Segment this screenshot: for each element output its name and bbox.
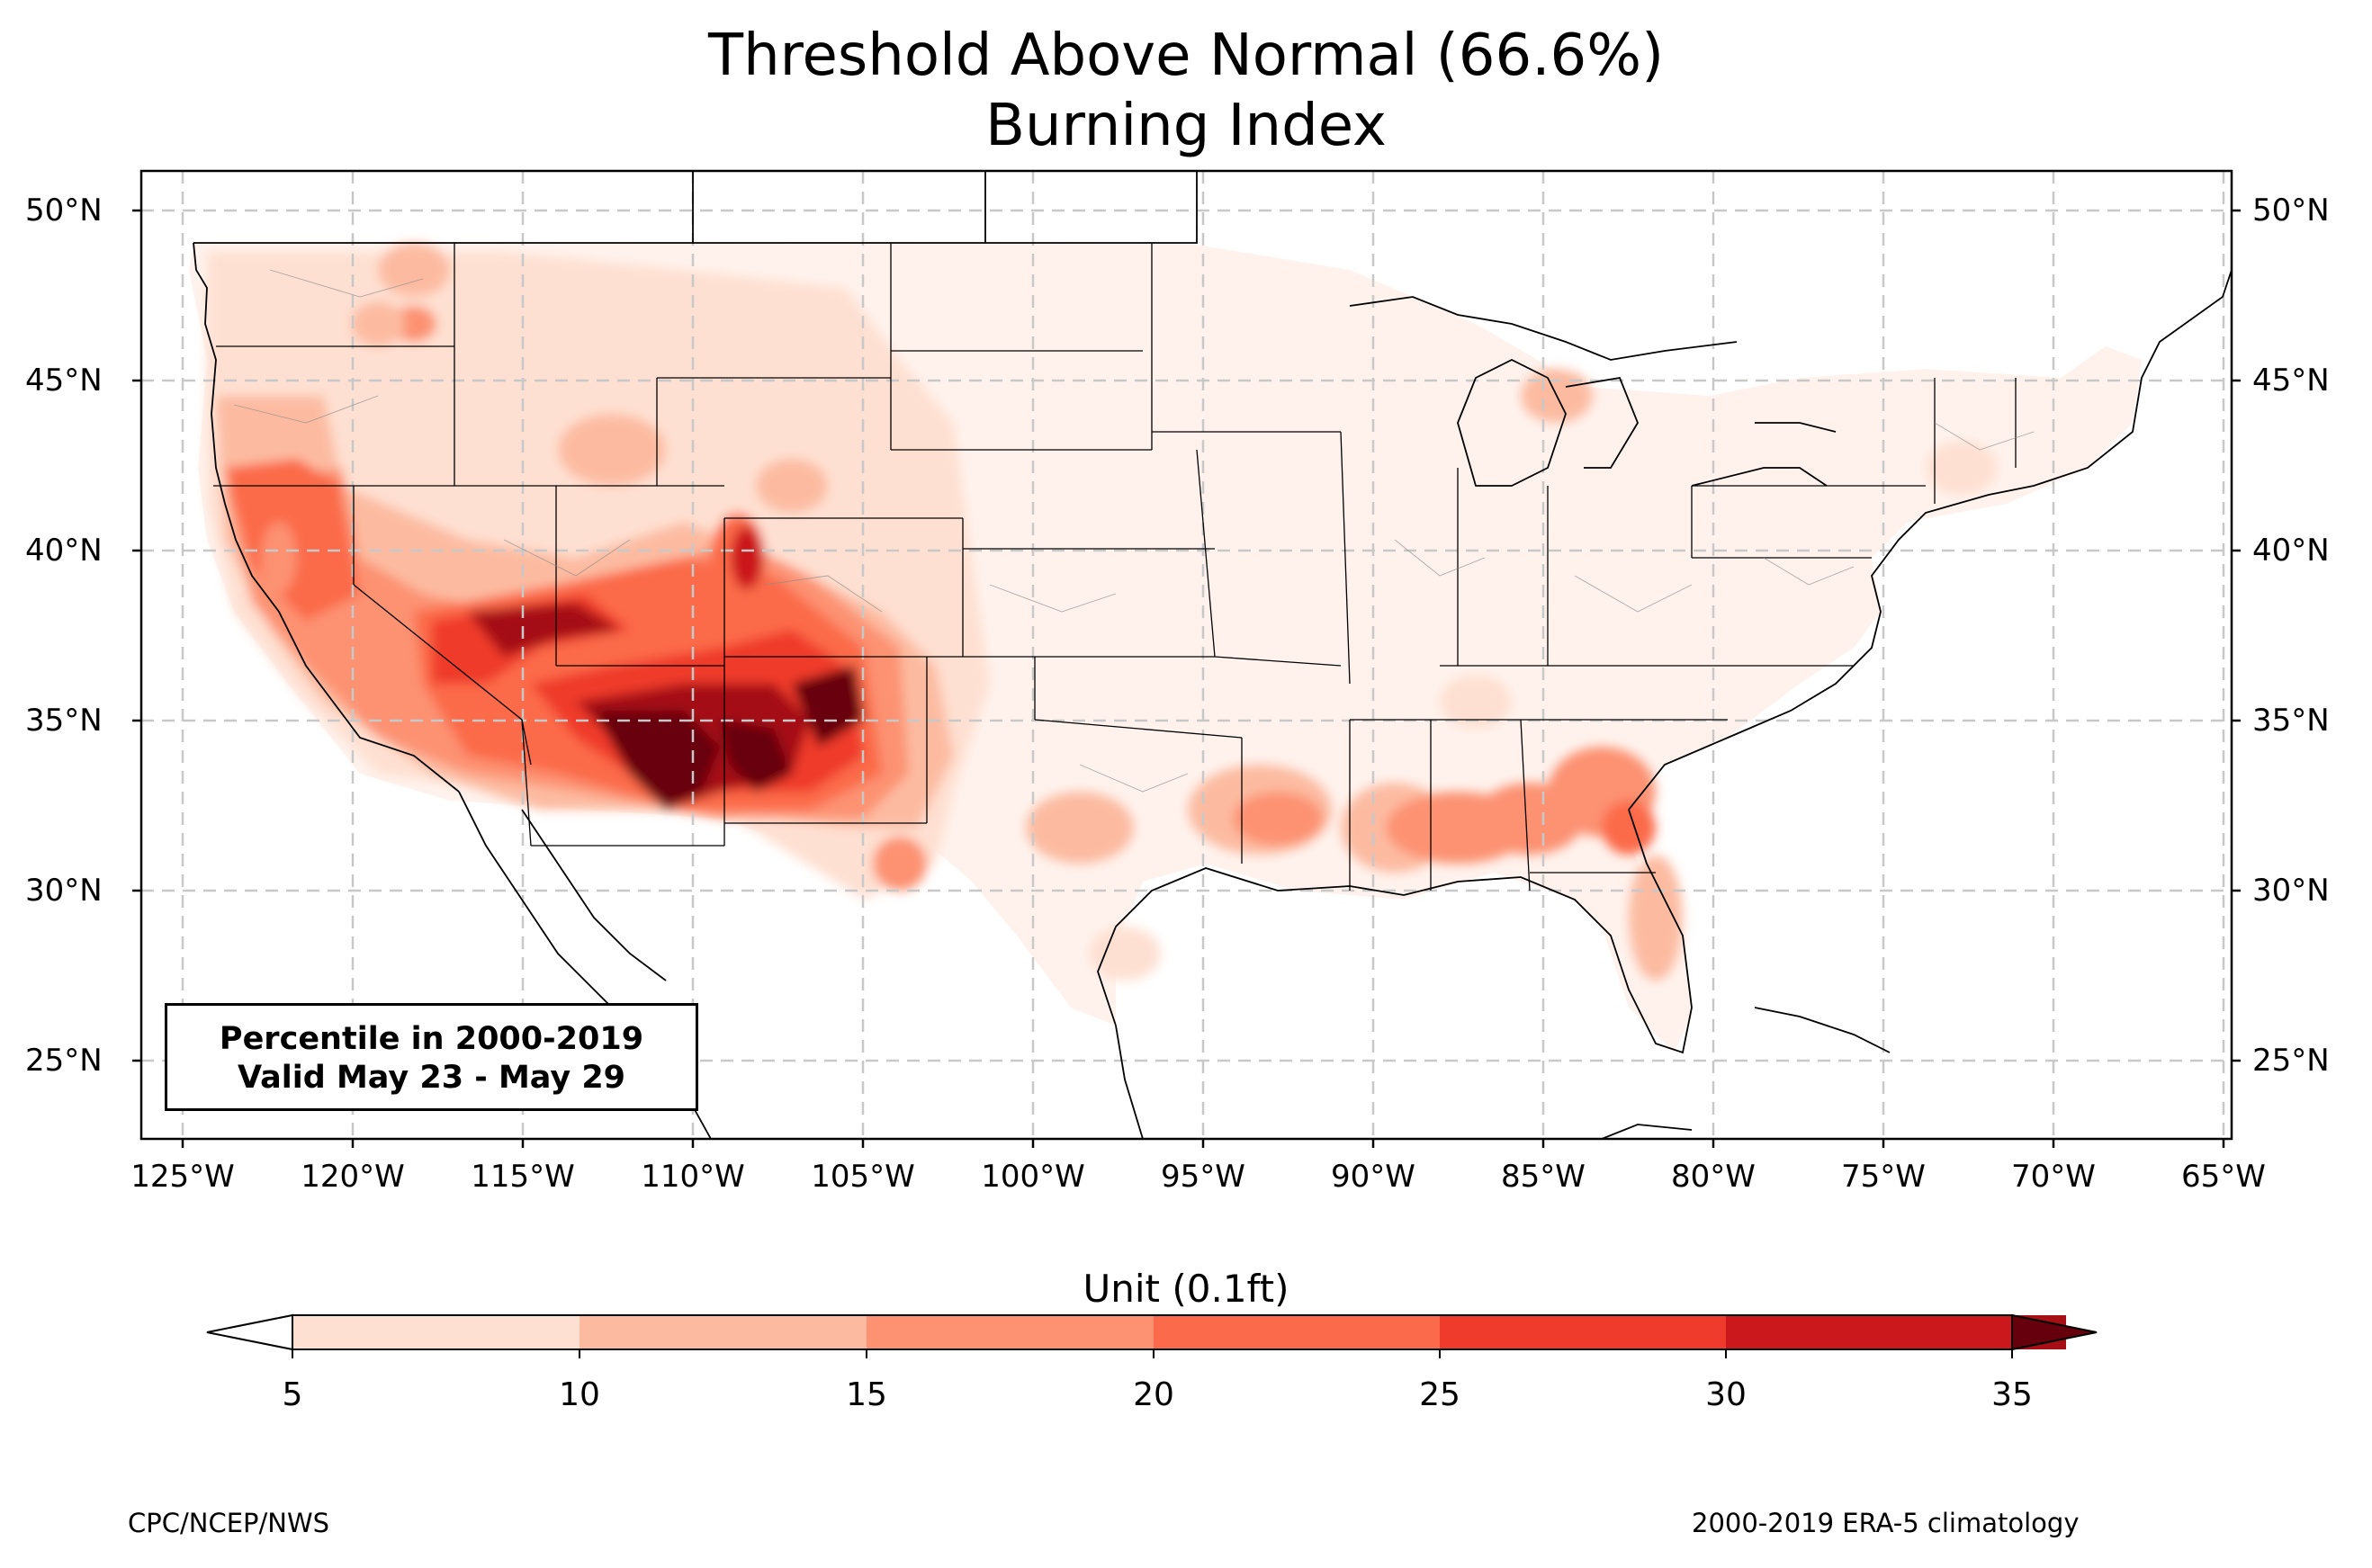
colorbar-tick-10: 10	[559, 1376, 600, 1413]
colorbar-segment-2	[580, 1315, 867, 1349]
lon-label-125w: 125°W	[130, 1159, 235, 1195]
state-borders	[213, 243, 2017, 892]
lon-label-90w: 90°W	[1331, 1159, 1415, 1195]
annotation-percentile-line: Percentile in 2000-2019	[219, 1021, 644, 1057]
footer-source-credit: CPC/NCEP/NWS	[128, 1508, 330, 1538]
lat-label-right-25: 25°N	[2252, 1043, 2330, 1079]
lon-label-80w: 80°W	[1671, 1159, 1756, 1195]
colorbar-segment-3	[867, 1315, 1154, 1349]
annotation-valid-dates-line: Valid May 23 - May 29	[237, 1059, 626, 1096]
colorbar-segment-6	[1726, 1315, 2012, 1349]
lon-label-85w: 85°W	[1501, 1159, 1586, 1195]
lat-label-left-45: 45°N	[25, 363, 103, 399]
colorbar-tick-15: 15	[846, 1376, 887, 1413]
lat-label-right-35: 35°N	[2252, 703, 2330, 739]
colorbar-tick-25: 25	[1419, 1376, 1460, 1413]
lat-label-left-35: 35°N	[25, 703, 103, 739]
colorbar-tick-35: 35	[1991, 1376, 2033, 1413]
lon-label-75w: 75°W	[1841, 1159, 1926, 1195]
footer-climatology-note: 2000-2019 ERA-5 climatology	[1692, 1508, 2080, 1538]
lon-label-105w: 105°W	[811, 1159, 915, 1195]
map-frame	[139, 169, 2233, 1141]
colorbar-title: Unit (0.1ft)	[1083, 1267, 1289, 1311]
lat-label-right-45: 45°N	[2252, 363, 2330, 399]
lon-label-115w: 115°W	[471, 1159, 575, 1195]
lon-label-65w: 65°W	[2181, 1159, 2266, 1195]
colorbar	[206, 1313, 2098, 1358]
lon-label-120w: 120°W	[301, 1159, 405, 1195]
chart-title-line1: Threshold Above Normal (66.6%)	[707, 22, 1665, 89]
lat-label-left-25: 25°N	[25, 1043, 103, 1079]
axis-ticks	[132, 209, 2241, 1148]
gridlines	[141, 171, 2232, 1139]
colorbar-under-triangle	[206, 1313, 293, 1351]
colorbar-segment-4	[1154, 1315, 1440, 1349]
lon-label-100w: 100°W	[981, 1159, 1085, 1195]
colorbar-over-triangle	[2012, 1315, 2097, 1349]
lat-label-right-40: 40°N	[2252, 533, 2330, 569]
lat-label-right-30: 30°N	[2252, 873, 2330, 909]
lon-label-70w: 70°W	[2011, 1159, 2096, 1195]
lon-label-110w: 110°W	[641, 1159, 745, 1195]
lat-label-left-50: 50°N	[25, 193, 103, 228]
colorbar-tick-5: 5	[282, 1376, 303, 1413]
colorbar-tick-20: 20	[1133, 1376, 1174, 1413]
colorbar-tick-30: 30	[1705, 1376, 1747, 1413]
lat-label-left-40: 40°N	[25, 533, 103, 569]
chart-title-line2: Burning Index	[985, 93, 1387, 159]
lon-label-95w: 95°W	[1161, 1159, 1245, 1195]
colorbar-segment-1	[292, 1315, 580, 1349]
county-lines	[233, 269, 2035, 793]
lat-label-left-30: 30°N	[25, 873, 103, 909]
map-area	[141, 171, 2232, 1139]
validity-annotation-box: Percentile in 2000-2019 Valid May 23 - M…	[165, 1003, 698, 1111]
lat-label-right-50: 50°N	[2252, 193, 2330, 228]
colorbar-segment-5	[1440, 1315, 1726, 1349]
